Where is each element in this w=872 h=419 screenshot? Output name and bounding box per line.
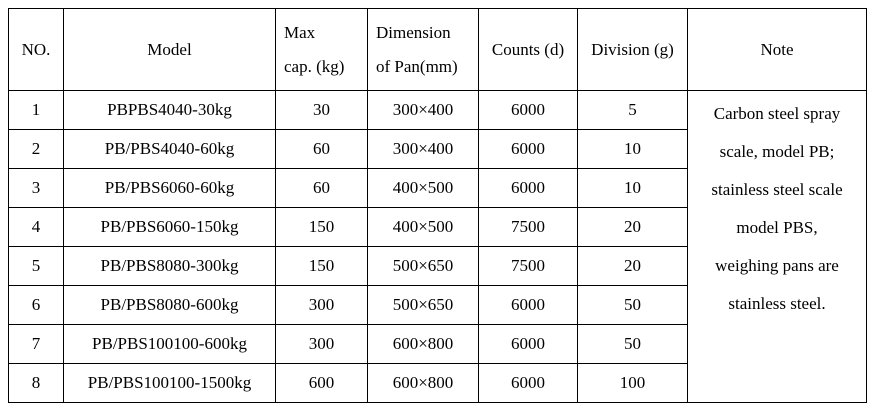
cell: 20 — [577, 246, 688, 286]
cell: 6000 — [478, 324, 578, 364]
cell: 6000 — [478, 168, 578, 208]
table-body: NO. Model Max cap. (kg) Dimension of Pan(mm) C… — [8, 8, 867, 403]
header-line: Dimension — [376, 22, 451, 42]
header-cell: Note — [687, 8, 867, 91]
note-line: stainless steel scale — [711, 180, 843, 199]
cell: 500×650 — [367, 246, 479, 286]
cell: 100 — [577, 363, 688, 403]
cell: 7500 — [478, 246, 578, 286]
cell: 50 — [577, 324, 688, 364]
cell: 150 — [275, 246, 368, 286]
note-line: weighing pans are — [715, 256, 839, 275]
data-row: 1 PBPBS4040-30kg 30 300×400 6000 5 Carbon stee… — [8, 90, 867, 403]
cell: 600 — [275, 363, 368, 403]
cell: 2 — [8, 129, 64, 169]
cell: 6000 — [478, 363, 578, 403]
cell: 400×500 — [367, 207, 479, 247]
data-row: 8 PB/PBS100100-1500kg 600 600×800 6000 100 — [8, 363, 867, 403]
cell: PB/PBS100100-1500kg — [63, 363, 276, 403]
data-row: 7 PB/PBS100100-600kg 300 600×800 6000 50 — [8, 324, 867, 364]
header-line: Max — [284, 22, 316, 42]
header-cell: Max cap. (kg) — [275, 8, 368, 91]
cell: 10 — [577, 168, 688, 208]
cell: 60 — [275, 129, 368, 169]
cell: 4 — [8, 207, 64, 247]
cell: 6000 — [478, 129, 578, 169]
cell: 150 — [275, 207, 368, 247]
header-cell: Model — [63, 8, 276, 91]
cell: 500×650 — [367, 285, 479, 325]
data-row: 3 PB/PBS6060-60kg 60 400×500 6000 10 — [8, 168, 867, 208]
cell: 30 — [275, 90, 368, 130]
cell: 20 — [577, 207, 688, 247]
header-line: cap. (kg) — [284, 56, 345, 76]
cell: 3 — [8, 168, 64, 208]
data-row: 5 PB/PBS8080-300kg 150 500×650 7500 20 — [8, 246, 867, 286]
note-cell: Carbon steel spray scale, model PB; stainl… — [687, 90, 867, 403]
cell: 60 — [275, 168, 368, 208]
cell: 8 — [8, 363, 64, 403]
cell: PBPBS4040-30kg — [63, 90, 276, 130]
data-row: 6 PB/PBS8080-600kg 300 500×650 6000 50 — [8, 285, 867, 325]
note-line: scale, model PB; — [719, 142, 835, 161]
cell: PB/PBS4040-60kg — [63, 129, 276, 169]
cell: 6000 — [478, 90, 578, 130]
cell: PB/PBS8080-300kg — [63, 246, 276, 286]
cell: PB/PBS8080-600kg — [63, 285, 276, 325]
note-line: model PBS, — [736, 218, 818, 237]
cell: 10 — [577, 129, 688, 169]
cell: 400×500 — [367, 168, 479, 208]
cell: PB/PBS6060-60kg — [63, 168, 276, 208]
header-cell: Dimension of Pan(mm) — [367, 8, 479, 91]
cell: 5 — [577, 90, 688, 130]
cell: 300 — [275, 285, 368, 325]
header-row: NO. Model Max cap. (kg) Dimension of Pan(mm) C… — [8, 8, 867, 91]
cell: PB/PBS6060-150kg — [63, 207, 276, 247]
cell: 5 — [8, 246, 64, 286]
cell: 300×400 — [367, 90, 479, 130]
cell: 50 — [577, 285, 688, 325]
header-cell: NO. — [8, 8, 64, 91]
cell: PB/PBS100100-600kg — [63, 324, 276, 364]
cell: 6 — [8, 285, 64, 325]
note-line: stainless steel. — [728, 294, 826, 313]
header-cell: Division (g) — [577, 8, 688, 91]
cell: 6000 — [478, 285, 578, 325]
cell: 1 — [8, 90, 64, 130]
cell: 7500 — [478, 207, 578, 247]
cell: 600×800 — [367, 324, 479, 364]
header-cell: Counts (d) — [478, 8, 578, 91]
cell: 300 — [275, 324, 368, 364]
spec-table: NO. Model Max cap. (kg) Dimension of Pan(mm) C… — [8, 8, 867, 403]
cell: 7 — [8, 324, 64, 364]
data-row: 2 PB/PBS4040-60kg 60 300×400 6000 10 — [8, 129, 867, 169]
header-line: of Pan(mm) — [376, 56, 458, 76]
data-row: 4 PB/PBS6060-150kg 150 400×500 7500 20 — [8, 207, 867, 247]
cell: 300×400 — [367, 129, 479, 169]
cell: 600×800 — [367, 363, 479, 403]
note-line: Carbon steel spray — [713, 104, 841, 123]
